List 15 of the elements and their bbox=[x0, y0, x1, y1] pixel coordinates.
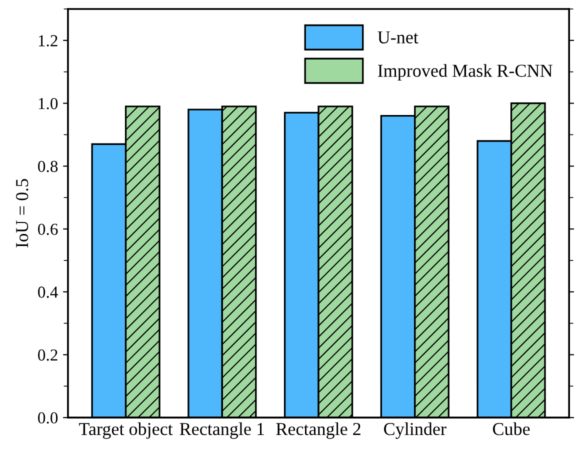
y-tick-label: 0.6 bbox=[38, 224, 58, 236]
y-tick-label: 0.4 bbox=[38, 286, 58, 298]
y-tick-label: 0.0 bbox=[38, 412, 58, 424]
y-axis-title: IoU = 0.5 bbox=[16, 179, 28, 248]
y-tick-label: 0.2 bbox=[38, 349, 58, 361]
legend-label: Improved Mask R-CNN bbox=[378, 64, 552, 81]
x-tick-label: Rectangle 1 bbox=[180, 422, 264, 439]
y-tick-label: 0.8 bbox=[38, 160, 58, 172]
x-tick-label: Cylinder bbox=[384, 422, 446, 439]
x-tick-label: Rectangle 2 bbox=[276, 422, 360, 439]
x-tick-label: Target object bbox=[79, 422, 173, 439]
y-tick-label: 1.0 bbox=[38, 98, 58, 110]
legend-label: U-net bbox=[378, 31, 418, 44]
y-tick-label: 1.2 bbox=[38, 35, 58, 46]
x-tick-label: Cube bbox=[492, 422, 530, 436]
